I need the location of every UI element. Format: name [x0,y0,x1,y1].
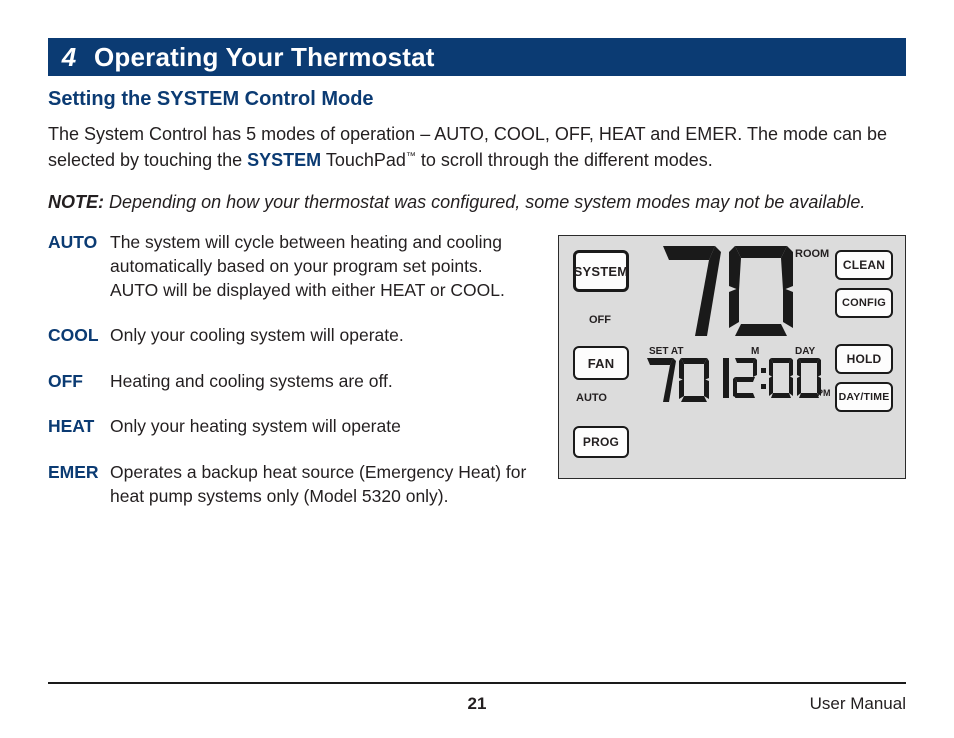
section-title: Operating Your Thermostat [94,42,435,73]
def-off: OFF Heating and cooling systems are off. [48,370,528,394]
mode-definition-list: AUTO The system will cycle between heati… [48,231,528,530]
def-body: Heating and cooling systems are off. [110,370,528,394]
subsection-heading: Setting the SYSTEM Control Mode [48,88,906,111]
thermostat-auto-label: AUTO [576,392,607,404]
def-emer: EMER Operates a backup heat source (Emer… [48,461,528,508]
def-term: HEAT [48,415,110,439]
note-label: NOTE: [48,192,104,212]
thermostat-set-temp-digits [645,356,711,406]
thermostat-clock-digits [717,356,825,402]
def-body: The system will cycle between heating an… [110,231,528,302]
thermostat-system-button: SYSTEM [573,250,629,292]
thermostat-daytime-button: DAY/TIME [835,382,893,412]
thermostat-room-label: ROOM [795,248,829,260]
intro-paragraph: The System Control has 5 modes of operat… [48,121,906,173]
def-term: EMER [48,461,110,508]
section-header-bar: 4 Operating Your Thermostat [48,38,906,76]
def-term: OFF [48,370,110,394]
document-label: User Manual [810,694,906,714]
page-number: 21 [468,694,487,714]
def-term: AUTO [48,231,110,302]
footer-rule [48,682,906,684]
content-row: AUTO The system will cycle between heati… [48,231,906,530]
thermostat-hold-button: HOLD [835,344,893,374]
note-paragraph: NOTE: Depending on how your thermostat w… [48,189,906,215]
intro-strong-system: SYSTEM [247,150,321,170]
def-body: Only your cooling system will operate. [110,324,528,348]
def-cool: COOL Only your cooling system will opera… [48,324,528,348]
intro-suffix: to scroll through the different modes. [416,150,713,170]
thermostat-clean-button: CLEAN [835,250,893,280]
def-body: Only your heating system will operate [110,415,528,439]
thermostat-fan-button: FAN [573,346,629,380]
thermostat-off-label: OFF [589,314,611,326]
def-heat: HEAT Only your heating system will opera… [48,415,528,439]
thermostat-room-temp-digits [657,242,797,342]
manual-page: 4 Operating Your Thermostat Setting the … [0,0,954,738]
def-auto: AUTO The system will cycle between heati… [48,231,528,302]
note-text: Depending on how your thermostat was con… [104,192,865,212]
def-body: Operates a backup heat source (Emergency… [110,461,528,508]
page-footer: 21 User Manual [48,694,906,714]
thermostat-config-button: CONFIG [835,288,893,318]
section-number: 4 [52,42,86,72]
thermostat-prog-button: PROG [573,426,629,458]
intro-mid: TouchPad [321,150,406,170]
trademark-symbol: ™ [406,151,416,162]
def-term: COOL [48,324,110,348]
thermostat-display: SYSTEM OFF FAN AUTO PROG CLEAN CONFIG HO… [558,235,906,479]
thermostat-figure-wrap: SYSTEM OFF FAN AUTO PROG CLEAN CONFIG HO… [528,231,906,530]
